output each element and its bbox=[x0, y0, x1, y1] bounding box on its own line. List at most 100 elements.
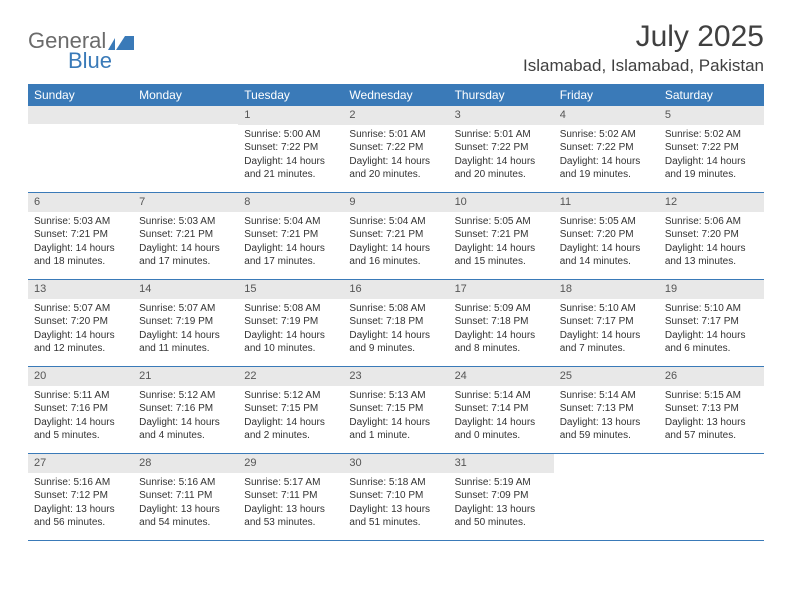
day-cell: 27Sunrise: 5:16 AMSunset: 7:12 PMDayligh… bbox=[28, 454, 133, 540]
sunrise-text: Sunrise: 5:06 AM bbox=[665, 215, 758, 229]
daylight-text: Daylight: 14 hours and 19 minutes. bbox=[665, 155, 758, 182]
day-content: Sunrise: 5:18 AMSunset: 7:10 PMDaylight:… bbox=[343, 473, 448, 536]
sunrise-text: Sunrise: 5:04 AM bbox=[349, 215, 442, 229]
sunrise-text: Sunrise: 5:08 AM bbox=[244, 302, 337, 316]
week-row: 13Sunrise: 5:07 AMSunset: 7:20 PMDayligh… bbox=[28, 280, 764, 367]
logo-flag-icon bbox=[108, 36, 134, 50]
sunset-text: Sunset: 7:16 PM bbox=[139, 402, 232, 416]
day-content: Sunrise: 5:07 AMSunset: 7:20 PMDaylight:… bbox=[28, 299, 133, 362]
day-content: Sunrise: 5:01 AMSunset: 7:22 PMDaylight:… bbox=[343, 125, 448, 188]
daylight-text: Daylight: 14 hours and 0 minutes. bbox=[455, 416, 548, 443]
day-cell: 15 Sunrise: 5:08 AMSunset: 7:19 PMDayligh… bbox=[238, 280, 343, 366]
header: GeneralBlue July 2025 Islamabad, Islamab… bbox=[28, 20, 764, 76]
title-block: July 2025 Islamabad, Islamabad, Pakistan bbox=[523, 20, 764, 76]
sunset-text: Sunset: 7:21 PM bbox=[455, 228, 548, 242]
daylight-text: Daylight: 13 hours and 59 minutes. bbox=[560, 416, 653, 443]
day-content: Sunrise: 5:12 AMSunset: 7:16 PMDaylight:… bbox=[133, 386, 238, 449]
day-cell: 29Sunrise: 5:17 AMSunset: 7:11 PMDayligh… bbox=[238, 454, 343, 540]
day-content: Sunrise: 5:03 AMSunset: 7:21 PMDaylight:… bbox=[28, 212, 133, 275]
weekday-header: Friday bbox=[554, 84, 659, 106]
sunset-text: Sunset: 7:17 PM bbox=[560, 315, 653, 329]
daylight-text: Daylight: 13 hours and 53 minutes. bbox=[244, 503, 337, 530]
sunset-text: Sunset: 7:22 PM bbox=[455, 141, 548, 155]
day-number: 8 bbox=[238, 193, 343, 212]
daylight-text: Daylight: 14 hours and 10 minutes. bbox=[244, 329, 337, 356]
day-number: 18 bbox=[554, 280, 659, 299]
sunset-text: Sunset: 7:10 PM bbox=[349, 489, 442, 503]
empty-day bbox=[659, 454, 764, 540]
day-number: 31 bbox=[449, 454, 554, 473]
weekday-header: Thursday bbox=[449, 84, 554, 106]
day-content: Sunrise: 5:19 AMSunset: 7:09 PMDaylight:… bbox=[449, 473, 554, 536]
day-content: Sunrise: 5:07 AMSunset: 7:19 PMDaylight:… bbox=[133, 299, 238, 362]
day-cell: 30Sunrise: 5:18 AMSunset: 7:10 PMDayligh… bbox=[343, 454, 448, 540]
day-number: 9 bbox=[343, 193, 448, 212]
day-number: 5 bbox=[659, 106, 764, 125]
day-content: Sunrise: 5:05 AMSunset: 7:20 PMDaylight:… bbox=[554, 212, 659, 275]
day-cell: 23Sunrise: 5:13 AMSunset: 7:15 PMDayligh… bbox=[343, 367, 448, 453]
logo-text-blue: Blue bbox=[68, 48, 134, 74]
sunset-text: Sunset: 7:22 PM bbox=[665, 141, 758, 155]
daylight-text: Daylight: 14 hours and 12 minutes. bbox=[34, 329, 127, 356]
daylight-text: Daylight: 14 hours and 4 minutes. bbox=[139, 416, 232, 443]
day-cell: 17Sunrise: 5:09 AMSunset: 7:18 PMDayligh… bbox=[449, 280, 554, 366]
weekday-header: Saturday bbox=[659, 84, 764, 106]
sunrise-text: Sunrise: 5:02 AM bbox=[665, 128, 758, 142]
sunrise-text: Sunrise: 5:10 AM bbox=[665, 302, 758, 316]
day-content: Sunrise: 5:14 AMSunset: 7:13 PMDaylight:… bbox=[554, 386, 659, 449]
daylight-text: Daylight: 14 hours and 20 minutes. bbox=[455, 155, 548, 182]
day-cell: 20Sunrise: 5:11 AMSunset: 7:16 PMDayligh… bbox=[28, 367, 133, 453]
daylight-text: Daylight: 14 hours and 5 minutes. bbox=[34, 416, 127, 443]
daylight-text: Daylight: 13 hours and 51 minutes. bbox=[349, 503, 442, 530]
daylight-text: Daylight: 14 hours and 17 minutes. bbox=[139, 242, 232, 269]
daylight-text: Daylight: 14 hours and 21 minutes. bbox=[244, 155, 337, 182]
daylight-text: Daylight: 14 hours and 2 minutes. bbox=[244, 416, 337, 443]
day-cell: 3Sunrise: 5:01 AMSunset: 7:22 PMDaylight… bbox=[449, 106, 554, 192]
daylight-text: Daylight: 14 hours and 13 minutes. bbox=[665, 242, 758, 269]
sunset-text: Sunset: 7:11 PM bbox=[244, 489, 337, 503]
sunset-text: Sunset: 7:20 PM bbox=[34, 315, 127, 329]
sunset-text: Sunset: 7:21 PM bbox=[34, 228, 127, 242]
day-number: 11 bbox=[554, 193, 659, 212]
day-number: 29 bbox=[238, 454, 343, 473]
day-content: Sunrise: 5:03 AMSunset: 7:21 PMDaylight:… bbox=[133, 212, 238, 275]
day-content: Sunrise: 5:10 AMSunset: 7:17 PMDaylight:… bbox=[554, 299, 659, 362]
sunrise-text: Sunrise: 5:04 AM bbox=[244, 215, 337, 229]
day-cell: 26Sunrise: 5:15 AMSunset: 7:13 PMDayligh… bbox=[659, 367, 764, 453]
sunset-text: Sunset: 7:17 PM bbox=[665, 315, 758, 329]
day-number: 21 bbox=[133, 367, 238, 386]
sunset-text: Sunset: 7:21 PM bbox=[349, 228, 442, 242]
calendar: SundayMondayTuesdayWednesdayThursdayFrid… bbox=[28, 84, 764, 541]
sunset-text: Sunset: 7:15 PM bbox=[244, 402, 337, 416]
day-cell: 19Sunrise: 5:10 AMSunset: 7:17 PMDayligh… bbox=[659, 280, 764, 366]
sunrise-text: Sunrise: 5:08 AM bbox=[349, 302, 442, 316]
day-cell: 6Sunrise: 5:03 AMSunset: 7:21 PMDaylight… bbox=[28, 193, 133, 279]
daylight-text: Daylight: 14 hours and 17 minutes. bbox=[244, 242, 337, 269]
daylight-text: Daylight: 14 hours and 16 minutes. bbox=[349, 242, 442, 269]
week-row: 27Sunrise: 5:16 AMSunset: 7:12 PMDayligh… bbox=[28, 454, 764, 541]
day-number: 23 bbox=[343, 367, 448, 386]
weekday-header: Tuesday bbox=[238, 84, 343, 106]
day-content: Sunrise: 5:13 AMSunset: 7:15 PMDaylight:… bbox=[343, 386, 448, 449]
day-cell: 12Sunrise: 5:06 AMSunset: 7:20 PMDayligh… bbox=[659, 193, 764, 279]
day-content: Sunrise: 5:16 AMSunset: 7:12 PMDaylight:… bbox=[28, 473, 133, 536]
sunrise-text: Sunrise: 5:07 AM bbox=[139, 302, 232, 316]
day-content: Sunrise: 5:02 AMSunset: 7:22 PMDaylight:… bbox=[659, 125, 764, 188]
day-number: 6 bbox=[28, 193, 133, 212]
day-number: 16 bbox=[343, 280, 448, 299]
daylight-text: Daylight: 13 hours and 56 minutes. bbox=[34, 503, 127, 530]
daylight-text: Daylight: 14 hours and 18 minutes. bbox=[34, 242, 127, 269]
sunrise-text: Sunrise: 5:18 AM bbox=[349, 476, 442, 490]
sunrise-text: Sunrise: 5:16 AM bbox=[34, 476, 127, 490]
sunset-text: Sunset: 7:16 PM bbox=[34, 402, 127, 416]
day-number: 14 bbox=[133, 280, 238, 299]
daylight-text: Daylight: 13 hours and 57 minutes. bbox=[665, 416, 758, 443]
day-number: 15 bbox=[238, 280, 343, 299]
empty-day bbox=[554, 454, 659, 540]
day-cell: 13Sunrise: 5:07 AMSunset: 7:20 PMDayligh… bbox=[28, 280, 133, 366]
sunset-text: Sunset: 7:19 PM bbox=[244, 315, 337, 329]
sunrise-text: Sunrise: 5:07 AM bbox=[34, 302, 127, 316]
sunrise-text: Sunrise: 5:09 AM bbox=[455, 302, 548, 316]
sunset-text: Sunset: 7:14 PM bbox=[455, 402, 548, 416]
day-content: Sunrise: 5:16 AMSunset: 7:11 PMDaylight:… bbox=[133, 473, 238, 536]
